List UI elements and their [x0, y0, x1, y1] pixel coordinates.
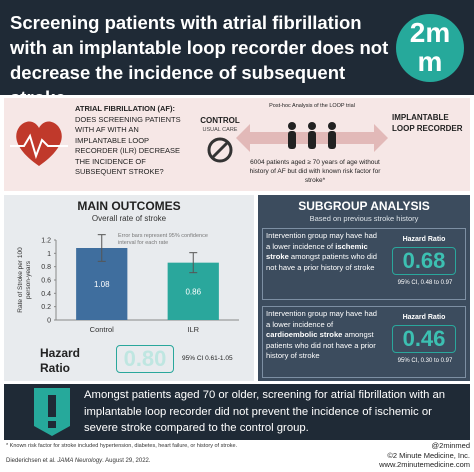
subgroup-text: Intervention group may have had a lower …: [266, 231, 382, 273]
subgroup-text-part: amongst patients who did not have a prio…: [266, 252, 378, 272]
subgroup-text-part: Intervention group may have had a lower …: [266, 309, 378, 329]
hr-value: 0.68: [392, 247, 456, 275]
website: www.2minutemedicine.com: [379, 460, 470, 469]
citation-date: . August 29, 2022.: [102, 458, 151, 464]
handle: @2minmed: [431, 441, 470, 450]
outcomes-subtitle: Overall rate of stroke: [91, 214, 167, 223]
header: [0, 0, 474, 95]
hr-label: Hazard Ratio: [402, 314, 446, 321]
subgroup-title: SUBGROUP ANALYSIS: [298, 199, 430, 213]
subgroup-outcome: cardioembolic stroke: [266, 330, 343, 339]
y-tick-label: 0.6: [41, 278, 51, 285]
y-tick-label: 0.2: [41, 304, 51, 311]
heart-icon: [10, 121, 68, 166]
y-axis-label: Rate of Stroke per 100: [17, 247, 24, 313]
subgroup-outcome: ischemic stroke: [266, 241, 368, 262]
question-text: DOES SCREENING PATIENTS WITH AF WITH AN …: [75, 114, 181, 177]
subgroup-text-part: Intervention group may have had a lower …: [266, 231, 378, 251]
logo-top: 2m: [409, 17, 451, 48]
y-tick-label: 0.4: [41, 291, 51, 298]
control-sub: USUAL CARE: [202, 127, 238, 133]
question: ATRIAL FIBRILLATION (AF): DOES SCREENING…: [75, 104, 183, 178]
copyright: ©2 Minute Medicine, Inc.: [387, 450, 470, 460]
chart: Rate of Stroke per 100 person-years 0 0.2 0.…: [17, 234, 239, 334]
conclusion-panel: [4, 384, 470, 440]
question-label: ATRIAL FIBRILLATION (AF):: [75, 104, 175, 113]
x-tick-label: ILR: [187, 325, 199, 334]
y-tick-label: 1.2: [41, 238, 51, 245]
value-label: 0.86: [185, 287, 201, 296]
subgroup-text: Intervention group may have had a lower …: [266, 309, 382, 362]
outcomes-title: MAIN OUTCOMES: [77, 199, 181, 213]
hazard-ci: 95% CI 0.61-1.05: [182, 355, 233, 362]
y-tick-label: 1: [47, 251, 51, 258]
conclusion: Amongst patients aged 70 or older, scree…: [84, 389, 446, 434]
subgroup-text-part: amongst patients who did not have a prio…: [266, 330, 376, 360]
population: 6004 patients aged ≥ 70 years of age wit…: [249, 159, 381, 184]
subgroup-box: [262, 306, 466, 378]
hr-ci: 95% CI, 0.48 to 0.97: [397, 280, 453, 286]
y-tick-label: 0.8: [41, 264, 51, 271]
trial: Post-hoc Analysis of the LOOP trial: [269, 103, 355, 109]
hr-value: 0.46: [392, 325, 456, 353]
chart-note: Error bars represent 95% confidence inte…: [118, 233, 208, 246]
subgroup-box: [262, 228, 466, 300]
hazard-label: Hazard Ratio: [40, 346, 81, 375]
intervention: IMPLANTABLE LOOP RECORDER: [392, 113, 463, 133]
credits: @2minmed ©2 Minute Medicine, Inc. www.2min…: [350, 441, 470, 470]
hr-label: Hazard Ratio: [402, 236, 446, 243]
title: Screening patients with atrial fibrillat…: [10, 12, 389, 108]
logo-bottom: m: [417, 46, 443, 77]
alert-icon: [34, 388, 70, 436]
hr-ci: 95% CI, 0.30 to 0.97: [397, 358, 453, 364]
subgroup-panel: [258, 195, 470, 381]
value-label: 1.08: [94, 280, 110, 289]
citation-journal: JAMA Neurology: [57, 458, 103, 464]
citation: Diederichsen et al. JAMA Neurology. Augu…: [6, 458, 306, 464]
subgroup-subtitle: Based on previous stroke history: [309, 214, 419, 223]
footnote: * Known risk factor for stroke included …: [6, 443, 238, 449]
background-panel: [4, 98, 470, 191]
arrow-people: [236, 122, 388, 152]
x-tick-label: Control: [90, 325, 115, 334]
logo: 2m m: [396, 14, 464, 82]
citation-authors: Diederichsen et al.: [6, 458, 58, 464]
no-icon: [207, 137, 233, 163]
control-title: CONTROL: [200, 116, 240, 125]
y-axis-label: person-years: [25, 260, 32, 299]
hazard-value: 0.80: [116, 345, 174, 373]
y-tick-label: 0: [47, 318, 51, 325]
